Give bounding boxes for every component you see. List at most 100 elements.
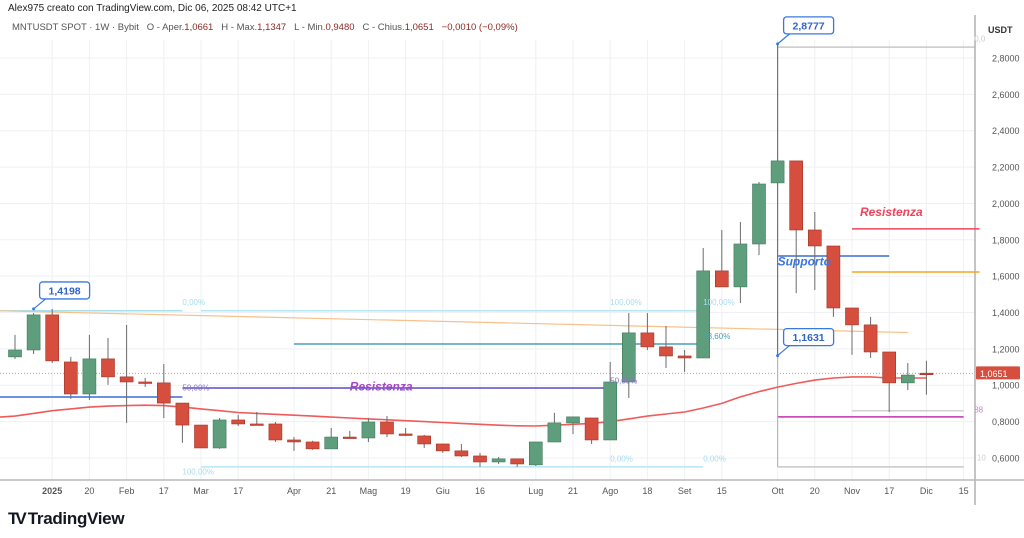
annotation-label: Resistenza [350,380,413,394]
fib-level-label: 88 [974,406,983,415]
time-tick-label: Feb [119,486,135,496]
time-tick-label: Giu [436,486,450,496]
fib-level-label: 50,00% [182,384,209,393]
candle-up [491,458,506,463]
price-callout-box [38,281,91,300]
time-tick-label: Lug [528,486,543,496]
candle-up [82,358,97,395]
annotation-label: Resistenza [860,205,923,219]
annotation-label: Supporto [778,254,831,268]
tradingview-logo[interactable]: TV TradingView [8,509,125,529]
fib-level-label: 0,00% [182,298,205,307]
fib-level-label: 0,0 [974,35,986,44]
candle-down [417,435,432,445]
price-tick-label: 0,6000 [992,453,1020,463]
time-tick-label: 21 [326,486,336,496]
candle-up [26,314,41,351]
fib-level-label: 50,00% [610,376,637,385]
low-label: L - Min. [294,22,326,33]
time-tick-label: 15 [717,486,727,496]
candle-down [231,419,245,425]
time-tick-label: 20 [810,486,820,496]
time-tick-label: 2025 [42,486,62,496]
current-price-badge [976,366,1020,380]
price-tick-label: 2,6000 [992,90,1020,100]
fib-level-label: 100,00% [610,298,642,307]
price-tick-label: 2,8000 [992,54,1020,64]
candle-down [454,450,469,457]
candle-up [900,374,915,384]
time-tick-label: 21 [568,486,578,496]
moving-average-line [0,376,927,427]
candle-up [733,243,748,288]
candle-down [45,314,60,362]
fib-level-label: 100,00% [182,467,214,476]
candle-down [64,361,78,395]
close-label: C - Chius. [362,22,405,33]
candle-up [324,436,339,450]
symbol-legend: MNTUSDT SPOT · 1W · Bybit O - Aper.1,066… [12,22,518,33]
candle-down [863,324,878,353]
candle-up [8,349,22,358]
price-callout-label: 2,8777 [793,20,825,32]
open-value: 1,0661 [184,22,214,33]
candle-down [584,417,599,441]
high-value: 1,1347 [257,22,287,33]
candle-down [659,346,673,357]
candlestick-chart[interactable]: 2,8000 2,6000 2,4000 2,2000 2,0000 1,8000 1,60… [0,0,1024,505]
callout-pointer [777,344,798,357]
change-value: −0,0010 (−0,09%) [441,22,518,33]
candle-down [250,423,264,426]
candle-down [305,441,320,450]
time-tick-label: 20 [84,486,94,496]
callout-anchor-dot [32,307,36,311]
candle-down [510,458,525,465]
candle-up [212,419,227,449]
current-price-label: 1,0651 [980,369,1008,379]
candle-down [677,355,692,359]
candle-down [807,229,822,247]
candle-up [528,441,543,466]
candle-down [342,436,357,439]
price-axis-unit: USDT [988,25,1013,35]
candle-down [157,382,171,404]
symbol-info[interactable]: MNTUSDT SPOT · 1W · Bybit [12,22,139,33]
time-tick-label: 17 [233,486,243,496]
candle-down [101,358,115,378]
candle-up [770,160,785,184]
candle-up [566,416,580,424]
time-tick-label: Nov [844,486,861,496]
time-tick-label: Dic [920,486,933,496]
candle-down [789,160,804,231]
candle-down [398,433,413,436]
candle-up [361,421,376,439]
price-callout-label: 1,4198 [49,285,81,297]
callout-pointer [33,298,54,310]
price-tick-label: 1,4000 [992,308,1020,318]
price-callout-box [782,16,835,35]
price-tick-label: 1,0000 [992,381,1020,391]
time-tick-label: 16 [475,486,485,496]
time-tick-label: 17 [884,486,894,496]
candle-down [882,351,897,384]
candle-down [714,270,729,288]
price-tick-label: 1,8000 [992,235,1020,245]
callout-pointer [777,33,798,45]
fib-level-label: 0,00% [610,455,633,464]
candle-down [845,307,859,326]
fib-level-label: 78,60% [703,332,730,341]
time-tick-label: 19 [401,486,411,496]
time-tick-label: Ott [772,486,785,496]
candle-up [696,270,711,359]
price-tick-label: 1,6000 [992,272,1020,282]
price-tick-label: 2,2000 [992,163,1020,173]
fib-level-label: 10 [977,454,986,463]
close-value: 1,0651 [404,22,434,33]
orange-trendline [0,310,908,334]
time-tick-label: 17 [159,486,169,496]
candle-down [826,245,841,309]
candle-down [119,376,134,383]
time-tick-label: 15 [959,486,969,496]
callout-anchor-dot [776,42,780,46]
chart-credit: Alex975 creato con TradingView.com, Dic … [8,3,297,14]
